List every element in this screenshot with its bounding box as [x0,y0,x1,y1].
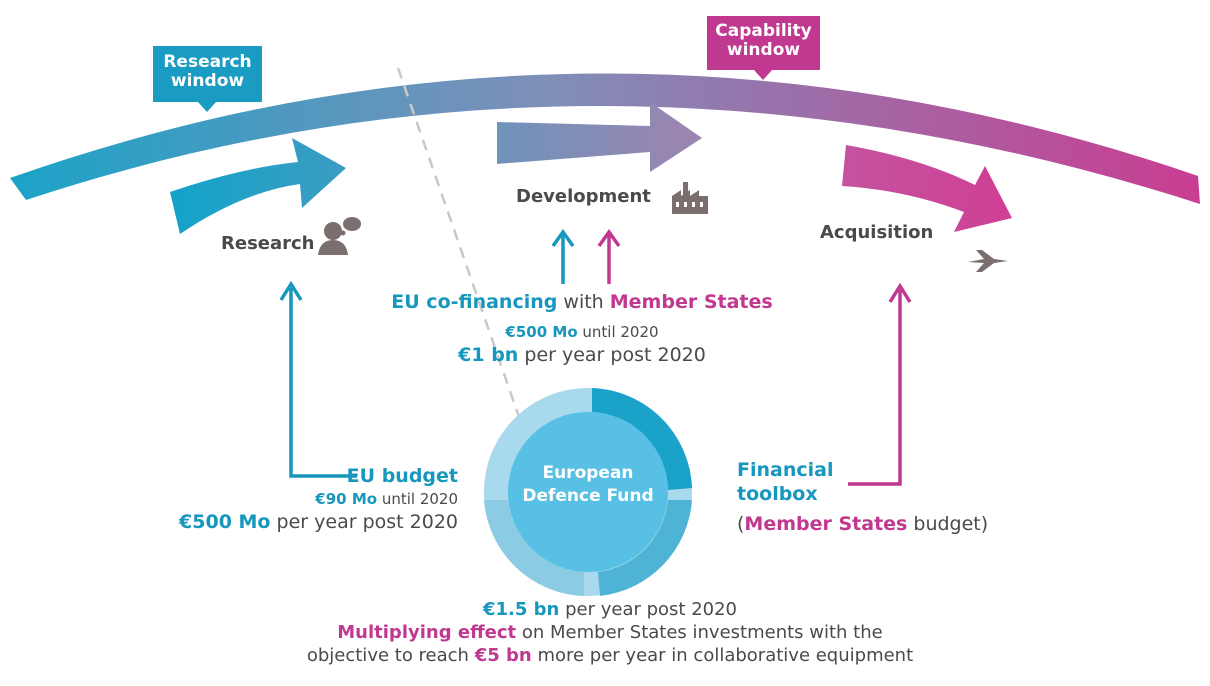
thinking-person-icon [318,217,361,255]
research-window-label: Research window [153,53,262,91]
capability-window-flag [707,16,820,80]
factory-icon [672,182,708,214]
eu-budget-until-text: until 2020 [377,490,458,508]
bottom-target-amount: €5 bn [474,645,532,666]
cofinancing-amount-post-2020: €1 bn [458,344,519,366]
eu-budget-amount-until-2020: €90 Mo [315,490,378,508]
development-stage-arrow [497,102,702,172]
eu-budget-title: EU budget [346,465,458,487]
capability-window-line1: Capability [715,21,812,41]
cofinancing-title: EU co-financing [391,291,558,313]
bottom-fund-amount: €1.5 bn [482,599,560,620]
defence-fund-circle [484,388,692,596]
fighter-jet-icon [968,250,1008,272]
toolbox-budget-text: budget) [907,513,989,535]
cofinancing-member-states: Member States [609,291,773,313]
acquisition-stage-label: Acquisition [820,222,934,243]
cofinancing-with: with [557,291,610,313]
research-window-line1: Research [163,52,252,72]
research-window-line2: window [170,71,245,91]
capability-window-label: Capability window [707,22,820,60]
window-separator-dashed [396,67,522,421]
timeline-arc-band [10,73,1200,204]
defence-fund-label: European Defence Fund [508,462,668,508]
capability-window-line2: window [726,40,801,60]
research-stage-arrow [170,138,346,234]
fund-line1: European [542,463,634,483]
research-window-flag [153,46,262,112]
eu-budget-post-text: per year post 2020 [270,511,458,533]
toolbox-line1: Financial [737,459,834,481]
bottom-summary: €1.5 bn per year post 2020 Multiplying e… [230,598,990,667]
bottom-equipment-text: more per year in collaborative equipment [531,645,914,666]
toolbox-line2: toolbox [737,483,818,505]
bottom-fund-period: per year post 2020 [559,599,738,620]
toolbox-paren-open: ( [737,513,745,535]
acquisition-stage-arrow [842,145,1012,232]
eu-budget-arrow [289,288,357,478]
toolbox-arrow [848,290,902,486]
cofinancing-until-text: until 2020 [577,323,659,341]
eu-budget-block: EU budget €90 Mo until 2020 €500 Mo per … [150,464,458,534]
fund-line2: Defence Fund [522,486,654,506]
cofinancing-amount-until-2020: €500 Mo [505,323,578,341]
cofinancing-block: EU co-financing with Member States €500 … [382,290,782,367]
eu-budget-amount-post-2020: €500 Mo [179,511,271,533]
bottom-investments-text: on Member States investments with the [516,622,883,643]
cofinancing-post-text: per year post 2020 [518,344,706,366]
development-stage-label: Development [516,186,651,207]
toolbox-member-states: Member States [744,513,908,535]
bottom-multiplying-effect: Multiplying effect [337,622,517,643]
research-stage-label: Research [221,233,315,254]
bottom-objective-text: objective to reach [306,645,475,666]
financial-toolbox-block: Financial toolbox (Member States budget) [737,458,988,536]
